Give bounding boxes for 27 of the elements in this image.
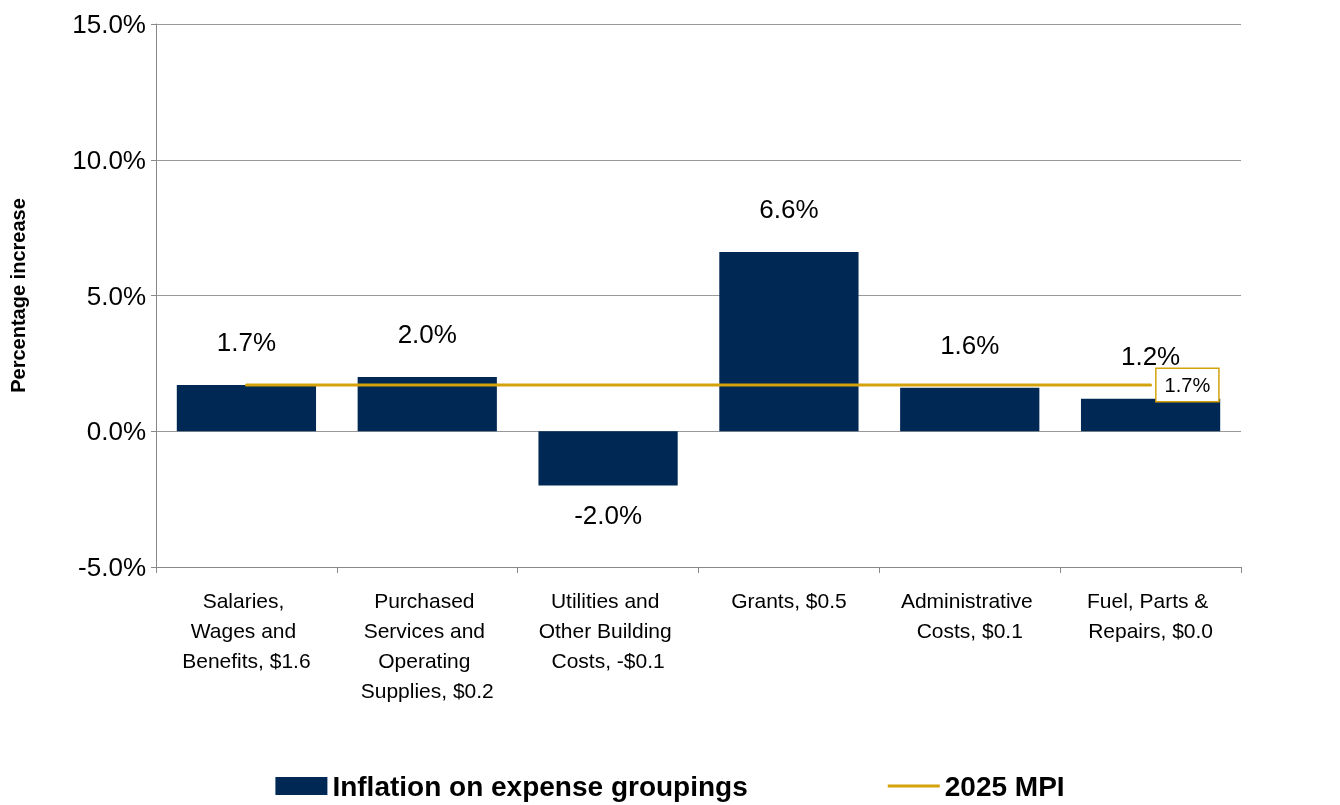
y-tick-label: 0.0% — [86, 416, 146, 447]
bar — [719, 252, 859, 432]
bar — [176, 385, 317, 432]
legend-label: Inflation on expense groupings — [332, 770, 748, 802]
x-tick-label: Fuel, Parts & Repairs, $0.0 — [1086, 588, 1215, 642]
data-label: 1.2% — [1120, 340, 1181, 371]
data-label: -2.0% — [574, 499, 643, 530]
x-tick-label: Purchased Services and Operating Supplies, $0.2 — [360, 588, 494, 702]
data-label: 1.6% — [940, 329, 1000, 360]
data-label: 2.0% — [397, 318, 457, 349]
y-axis-title: Percentage increase — [7, 198, 29, 393]
x-tick-label: Grants, $0.5 — [731, 588, 847, 612]
data-label: 6.6% — [759, 194, 819, 225]
bar — [1080, 398, 1221, 432]
x-tick-label: Utilities and Other Building Costs, -$0.1 — [538, 588, 678, 672]
x-tick-label: Salaries, Wages and Benefits, $1.6 — [182, 588, 311, 672]
y-tick-label: 10.0% — [72, 144, 146, 175]
data-label: 1.7% — [1164, 374, 1211, 397]
x-tick-label: Administrative Costs, $0.1 — [900, 588, 1039, 642]
data-label: 1.7% — [216, 327, 277, 358]
y-tick-label: 5.0% — [86, 280, 146, 311]
y-tick-label: 15.0% — [72, 9, 146, 39]
bar — [538, 431, 678, 486]
y-tick-label: -5.0% — [78, 552, 146, 582]
bar — [900, 387, 1040, 432]
bar — [357, 376, 497, 432]
legend-label: 2025 MPI — [944, 770, 1065, 802]
